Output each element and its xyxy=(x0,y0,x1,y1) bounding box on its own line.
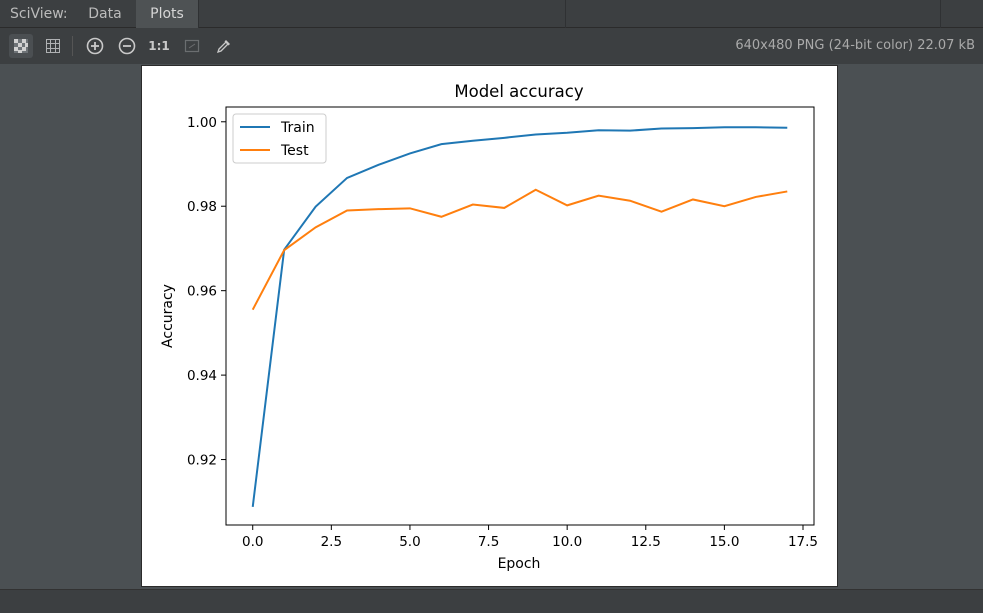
x-tick-label: 5.0 xyxy=(399,534,420,550)
y-tick-label: 0.96 xyxy=(187,284,217,300)
status-bar xyxy=(0,589,983,613)
accuracy-chart: Model accuracy 0.0 2.5 5.0 7.5 10.0 12.5 15.0 1… xyxy=(160,82,818,572)
transparency-grid-icon xyxy=(14,39,28,53)
tab-data[interactable]: Data xyxy=(88,6,122,22)
sciview-label: SciView: xyxy=(10,6,68,22)
legend-label-test: Test xyxy=(280,143,309,159)
series-line-train xyxy=(251,126,788,507)
tab-divider xyxy=(565,0,566,28)
actual-size-button[interactable]: 1:1 xyxy=(147,34,171,58)
tool-window-tabbar: SciView: Data Plots xyxy=(0,0,983,28)
zoom-in-button[interactable] xyxy=(83,34,107,58)
y-tick-label: 0.94 xyxy=(187,368,217,384)
tab-plots[interactable]: Plots xyxy=(136,0,198,28)
toolbar-separator xyxy=(72,36,73,56)
tab-divider xyxy=(940,0,941,28)
color-picker-button[interactable] xyxy=(212,34,236,58)
x-axis-label: Epoch xyxy=(498,556,541,572)
x-tick-label: 10.0 xyxy=(552,534,582,550)
y-tick-label: 0.98 xyxy=(187,199,217,215)
fit-window-button[interactable] xyxy=(180,34,204,58)
pixel-grid-button[interactable] xyxy=(41,34,65,58)
x-tick-label: 17.5 xyxy=(788,534,818,550)
zoom-out-button[interactable] xyxy=(115,34,139,58)
y-tick-label: 0.92 xyxy=(187,453,217,469)
y-tick-label: 1.00 xyxy=(187,115,217,131)
image-toolbar: 1:1 640x480 PNG (24-bit color) 22.07 kB xyxy=(0,28,983,64)
zoom-in-icon xyxy=(86,37,104,55)
series-line-test xyxy=(251,188,788,311)
plot-image: Model accuracy 0.0 2.5 5.0 7.5 10.0 12.5 15.0 1… xyxy=(141,65,838,587)
x-tick-label: 0.0 xyxy=(242,534,263,550)
chart-legend: Train Test xyxy=(232,113,327,164)
x-tick-label: 12.5 xyxy=(631,534,661,550)
actual-size-icon: 1:1 xyxy=(148,39,170,53)
color-picker-icon xyxy=(216,40,230,54)
plot-area xyxy=(225,106,815,526)
y-axis-label: Accuracy xyxy=(160,284,176,348)
zoom-out-icon xyxy=(118,37,136,55)
x-tick-label: 2.5 xyxy=(321,534,342,550)
x-tick-label: 15.0 xyxy=(709,534,739,550)
pixel-grid-icon xyxy=(46,39,60,53)
tab-divider xyxy=(198,0,199,28)
transparency-grid-button[interactable] xyxy=(9,34,33,58)
image-info: 640x480 PNG (24-bit color) 22.07 kB xyxy=(735,38,975,53)
image-viewer[interactable]: Model accuracy 0.0 2.5 5.0 7.5 10.0 12.5 15.0 1… xyxy=(0,64,983,589)
legend-label-train: Train xyxy=(280,120,315,136)
x-tick-label: 7.5 xyxy=(478,534,499,550)
fit-window-icon xyxy=(184,39,200,53)
chart-title: Model accuracy xyxy=(454,82,583,101)
